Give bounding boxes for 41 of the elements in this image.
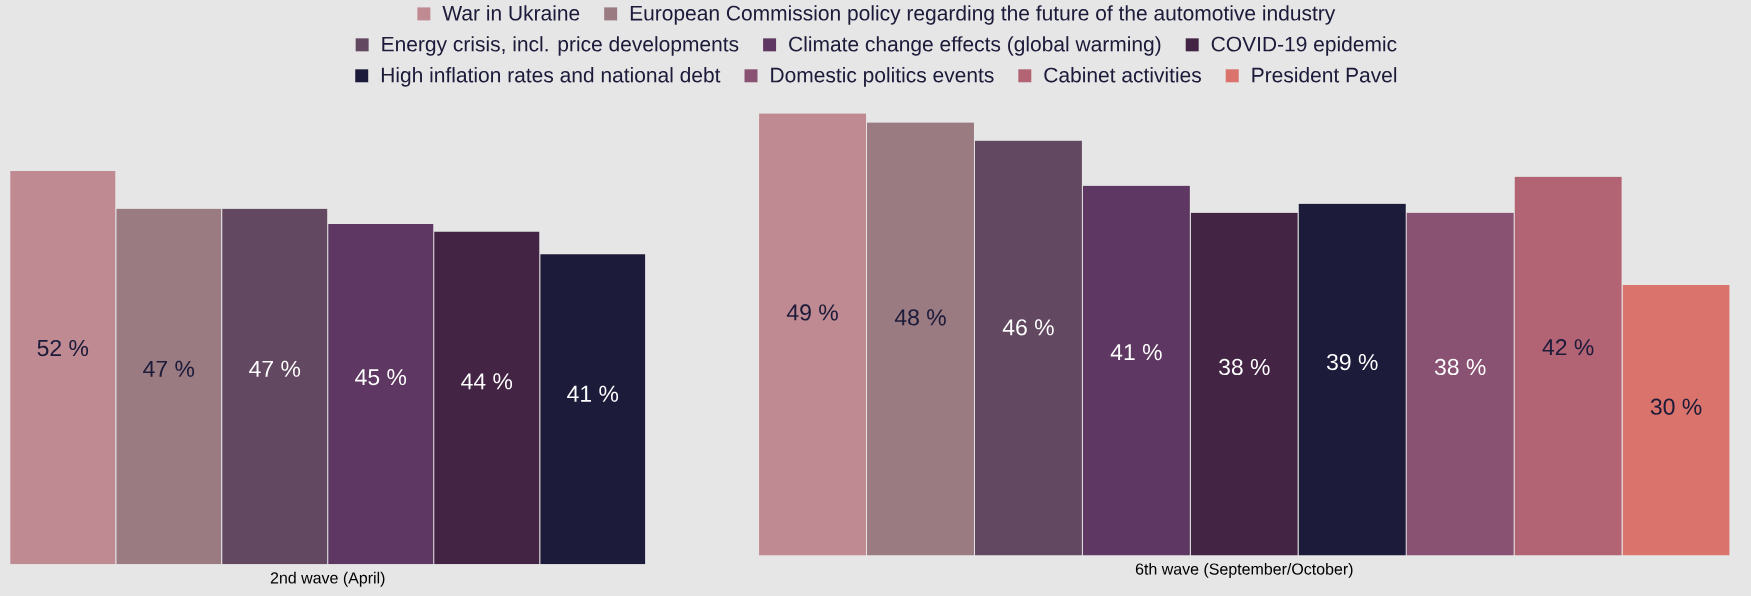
data-label: 52 % bbox=[37, 339, 89, 357]
data-label: 47 % bbox=[249, 360, 301, 377]
bar bbox=[1622, 284, 1730, 556]
bar bbox=[222, 208, 328, 565]
data-label: 41 % bbox=[567, 385, 619, 402]
data-label: 46 % bbox=[1002, 319, 1054, 336]
data-label: 30 % bbox=[1650, 398, 1702, 415]
legend-label: Climate change effects (global warming) bbox=[789, 36, 1161, 56]
bar bbox=[867, 122, 974, 556]
x-axis-title: 2nd wave (April) bbox=[270, 571, 385, 587]
legend-label: High inflation rates and national debt bbox=[381, 67, 721, 87]
data-label: 45 % bbox=[355, 369, 407, 386]
bar bbox=[1514, 176, 1622, 556]
bar bbox=[1082, 185, 1190, 556]
legend-label: Energy crisis, incl. price developments bbox=[382, 36, 739, 56]
data-label: 44 % bbox=[461, 373, 513, 390]
bar bbox=[1406, 212, 1514, 556]
legend-label: Cabinet activities bbox=[1044, 67, 1201, 83]
legend-label: European Commission policy regarding the future of the automotive industry bbox=[630, 5, 1336, 25]
legend-label: War in Ukraine bbox=[442, 5, 580, 21]
data-label: 42 % bbox=[1542, 339, 1594, 356]
legend-label: Domestic politics events bbox=[771, 67, 994, 87]
legend-label: COVID-19 epidemic bbox=[1211, 36, 1397, 56]
bar bbox=[10, 171, 116, 565]
data-label: 47 % bbox=[143, 360, 195, 377]
bar bbox=[974, 140, 1082, 556]
bar bbox=[759, 113, 867, 556]
data-label: 41 % bbox=[1110, 344, 1162, 361]
data-label: 38 % bbox=[1434, 358, 1486, 376]
bar bbox=[1190, 212, 1298, 556]
bar bbox=[1298, 203, 1406, 556]
bar bbox=[434, 231, 540, 565]
bar bbox=[540, 254, 646, 565]
data-label: 48 % bbox=[894, 309, 946, 326]
data-label: 39 % bbox=[1326, 353, 1378, 371]
data-label: 49 % bbox=[786, 304, 838, 321]
bar bbox=[116, 208, 222, 565]
data-label: 38 % bbox=[1219, 358, 1270, 376]
x-axis-title: 6th wave (September/October) bbox=[1135, 562, 1353, 578]
legend-label: President Pavel bbox=[1252, 67, 1397, 83]
bar bbox=[328, 223, 434, 565]
